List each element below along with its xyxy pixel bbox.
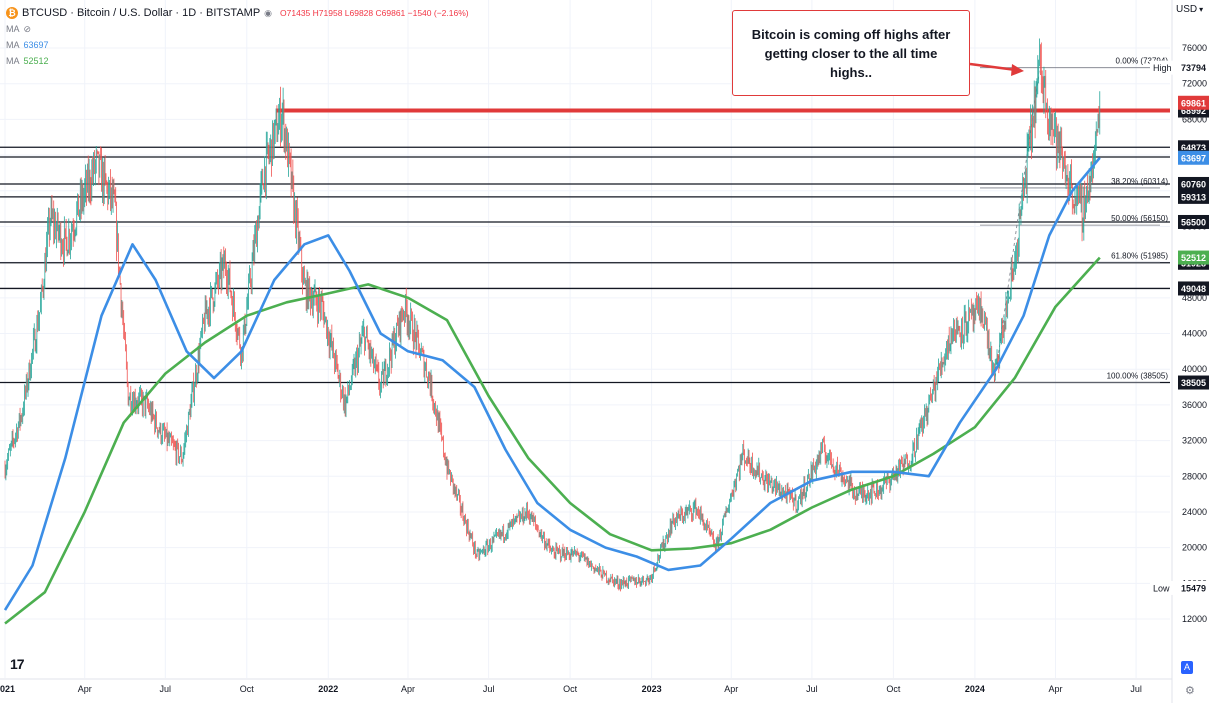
arrow-head	[1011, 64, 1024, 76]
level-badge: 68992	[1181, 106, 1206, 116]
x-tick-label: Jul	[160, 684, 172, 694]
level-badge-bg	[1178, 375, 1209, 390]
fib-trend-line	[993, 67, 1040, 383]
y-tick-label: 24000	[1182, 507, 1207, 517]
ma3-value: 52512	[23, 56, 49, 66]
y-tick-label: 48000	[1182, 293, 1207, 303]
gear-icon[interactable]: ⚙	[1185, 685, 1195, 697]
annotation-callout: Bitcoin is coming off highs after gettin…	[732, 10, 970, 96]
price-badge: 63697	[1181, 153, 1206, 163]
price-badge: 73794	[1181, 63, 1206, 73]
x-tick-label: Apr	[1048, 684, 1062, 694]
badge-tag-bg	[1150, 60, 1176, 75]
level-badge: 59313	[1181, 192, 1206, 202]
annotation-text: Bitcoin is coming off highs after gettin…	[751, 26, 951, 80]
ma3-row[interactable]: MA 52512	[6, 53, 469, 69]
fib-label: 100.00% (38505)	[1107, 372, 1169, 381]
level-badge-bg	[1178, 176, 1209, 191]
badge-tag-bg	[1150, 580, 1176, 595]
y-tick-label: 32000	[1182, 436, 1207, 446]
x-tick-label: 2022	[318, 684, 338, 694]
level-badge-bg	[1178, 189, 1209, 204]
ma2-value: 63697	[23, 40, 49, 50]
badge-tag: High	[1153, 63, 1172, 73]
y-tick-label: 36000	[1182, 400, 1207, 410]
y-tick-label: 76000	[1182, 43, 1207, 53]
x-tick-label: Apr	[724, 684, 738, 694]
fib-label: 61.80% (51985)	[1111, 251, 1168, 260]
x-tick-label: 2021	[0, 684, 15, 694]
eye-off-icon[interactable]: ⊘	[23, 24, 32, 34]
currency-label: USD	[1176, 4, 1198, 15]
x-tick-label: Oct	[240, 684, 255, 694]
level-badge: 60760	[1181, 179, 1206, 189]
y-tick-label: 12000	[1182, 614, 1207, 624]
price-candles	[4, 38, 1101, 592]
price-badge-bg	[1178, 150, 1209, 165]
auto-scale-button[interactable]: A	[1181, 661, 1193, 674]
y-tick-label: 40000	[1182, 364, 1207, 374]
moving-averages	[3, 156, 1101, 625]
symbol-row[interactable]: ₿ BTCUSD · Bitcoin / U.S. Dollar · 1D · …	[6, 5, 469, 21]
ma-slow-line	[4, 256, 1101, 625]
ma-fast-line	[3, 156, 1101, 611]
ma2-label: MA	[6, 40, 20, 50]
x-tick-label: Jul	[1130, 684, 1142, 694]
price-badge-bg	[1178, 60, 1209, 75]
symbol-title[interactable]: BTCUSD · Bitcoin / U.S. Dollar · 1D · BI…	[22, 7, 261, 19]
level-badge: 64873	[1181, 143, 1206, 153]
ma3-label: MA	[6, 56, 20, 66]
x-tick-label: Oct	[563, 684, 578, 694]
fib-label: 38.20% (60314)	[1111, 177, 1168, 186]
level-badge-bg	[1178, 281, 1209, 296]
ma2-row[interactable]: MA 63697	[6, 37, 469, 53]
fibonacci-retracement: 0.00% (73794) 38.20% (60314) 50.00% (56150…	[980, 57, 1168, 383]
chart-legend: ₿ BTCUSD · Bitcoin / U.S. Dollar · 1D · …	[6, 5, 469, 69]
price-badge: 52512	[1181, 253, 1206, 263]
y-tick-label: 72000	[1182, 79, 1207, 89]
fib-label: 0.00% (73794)	[1116, 57, 1169, 66]
currency-selector[interactable]: USD ▾	[1176, 4, 1203, 15]
time-axis: 2021 Apr Jul Oct 2022 Apr Jul Oct 2023 Apr Jul Oct 2…	[0, 678, 1172, 694]
y-tick-label: 68000	[1182, 114, 1207, 124]
price-badge-bg	[1178, 95, 1209, 110]
x-tick-label: Jul	[483, 684, 495, 694]
bitcoin-icon: ₿	[6, 7, 18, 19]
x-tick-label: 2023	[642, 684, 662, 694]
annotation-arrow	[969, 62, 1024, 76]
y-tick-label: 28000	[1182, 471, 1207, 481]
price-badge-bg	[1178, 250, 1209, 265]
x-tick-label: Jul	[806, 684, 818, 694]
horizontal-levels	[0, 108, 1170, 384]
y-tick-label: 44000	[1182, 329, 1207, 339]
ohlc-values: O71435 H71958 L69828 C69861 −1540 (−2.16…	[280, 8, 469, 18]
price-badge: 15479	[1181, 583, 1206, 593]
x-tick-label: Apr	[401, 684, 415, 694]
tradingview-logo[interactable]: 17	[10, 656, 25, 672]
ma1-label: MA	[6, 24, 20, 34]
level-badge: 49048	[1181, 284, 1206, 294]
x-tick-label: Apr	[78, 684, 92, 694]
y-tick-label: 20000	[1182, 543, 1207, 553]
eye-icon[interactable]: ◉	[264, 8, 273, 18]
level-badge: 38505	[1181, 378, 1206, 388]
price-badge-bg	[1178, 580, 1209, 595]
badge-tag: Low	[1153, 583, 1170, 593]
x-tick-label: 2024	[965, 684, 985, 694]
price-axis: 1200016000200002400028000320003600040000…	[1150, 0, 1209, 703]
ma1-row[interactable]: MA ⊘	[6, 21, 469, 37]
level-badge-bg	[1178, 214, 1209, 229]
grid-lines	[0, 0, 1170, 678]
chevron-down-icon: ▾	[1199, 5, 1204, 14]
x-tick-label: Oct	[886, 684, 901, 694]
fib-label: 50.00% (56150)	[1111, 214, 1168, 223]
price-badge: 69861	[1181, 98, 1206, 108]
level-badge: 56500	[1181, 217, 1206, 227]
arrow-shaft	[969, 62, 1017, 72]
